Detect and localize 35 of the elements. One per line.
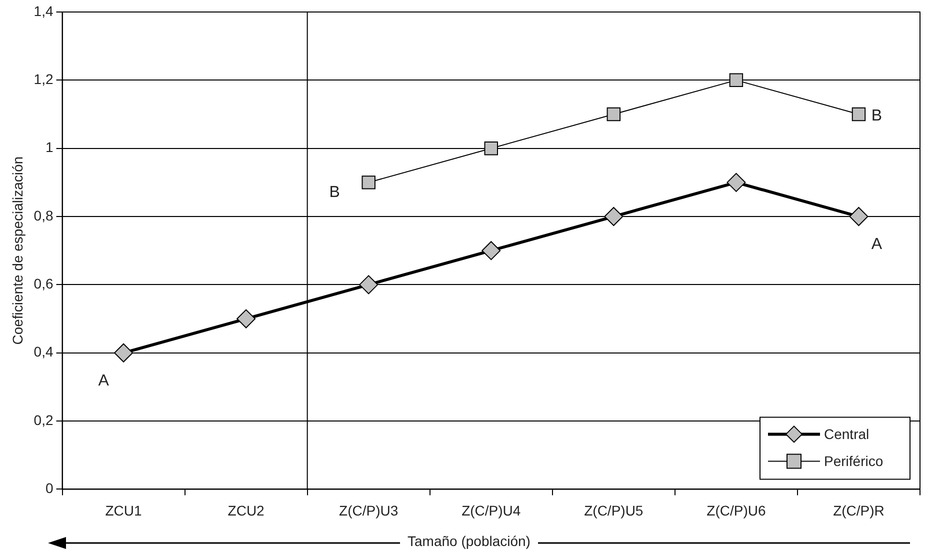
y-tick-label: 0,2 bbox=[34, 412, 54, 428]
x-tick-label: Z(C/P)U4 bbox=[462, 502, 521, 518]
x-tick-label: Z(C/P)U5 bbox=[584, 502, 644, 518]
x-tick-label: ZCU2 bbox=[228, 502, 265, 518]
point bbox=[606, 107, 621, 122]
point bbox=[114, 343, 134, 362]
y-tick-label: 1,4 bbox=[34, 2, 54, 19]
point bbox=[849, 207, 868, 226]
x-tick-label: Z(C/P)R bbox=[833, 502, 884, 518]
x-tick-label: Z(C/P)U3 bbox=[339, 502, 398, 518]
y-tick-label: 1,2 bbox=[34, 71, 54, 88]
annotation: A bbox=[98, 372, 110, 390]
y-tick-label: 0 bbox=[45, 480, 54, 496]
y-tick-label: 0,6 bbox=[34, 276, 54, 292]
y-axis-title: Coeficiente de especialización bbox=[9, 156, 26, 345]
point bbox=[852, 107, 866, 122]
x-axis-title: Tamaño (población) bbox=[400, 533, 538, 549]
annotation: A bbox=[871, 236, 882, 253]
point bbox=[482, 241, 501, 260]
x-tick-label: ZCU1 bbox=[105, 502, 142, 518]
point bbox=[729, 73, 744, 88]
legend-label: Periférico bbox=[824, 453, 884, 470]
point bbox=[236, 309, 256, 328]
y-tick-label: 0,4 bbox=[34, 344, 54, 360]
y-tick-label: 1 bbox=[45, 139, 54, 156]
point bbox=[726, 172, 746, 192]
legend-label: Central bbox=[824, 426, 870, 442]
point bbox=[484, 141, 498, 156]
point bbox=[359, 275, 378, 294]
annotation: B bbox=[329, 184, 340, 201]
y-tick-label: 0,8 bbox=[34, 207, 54, 224]
point bbox=[362, 176, 376, 190]
point bbox=[604, 207, 624, 226]
x-tick-label: Z(C/P)U6 bbox=[706, 502, 766, 518]
annotation: B bbox=[871, 108, 882, 125]
